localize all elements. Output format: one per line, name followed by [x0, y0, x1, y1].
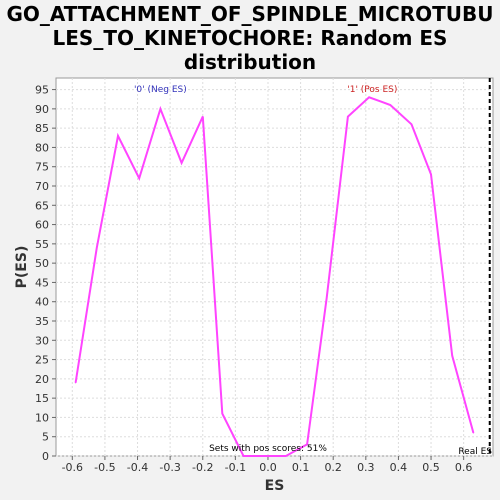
- y-tick-label: 25: [35, 354, 49, 367]
- y-tick-label: 80: [35, 141, 49, 154]
- y-tick-label: 95: [35, 84, 49, 97]
- y-tick-label: 50: [35, 257, 49, 270]
- x-tick-label: 0.1: [292, 461, 310, 474]
- axis-ticks: -0.6 -0.5 -0.4 -0.3 -0.2 -0.1 0.0 0.1 0.2 0.3 0.4 0…: [35, 84, 472, 474]
- x-tick-label: 0.4: [390, 461, 408, 474]
- data-point: [451, 355, 453, 357]
- data-point: [264, 455, 266, 457]
- x-tick-label: -0.3: [159, 461, 180, 474]
- real-es-label: Real ES: [458, 447, 492, 457]
- data-point: [430, 173, 432, 176]
- series-layer: [74, 96, 475, 457]
- y-tick-label: 30: [35, 334, 49, 347]
- chart-title-line-3: distribution: [183, 50, 317, 74]
- x-tick-label: -0.2: [192, 461, 213, 474]
- chart-title-line-1: GO_ATTACHMENT_OF_SPINDLE_MICROTUBU: [6, 2, 494, 26]
- y-tick-label: 65: [35, 199, 49, 212]
- pos-es-label: '1' (Pos ES): [347, 85, 397, 95]
- y-tick-label: 70: [35, 180, 49, 193]
- y-tick-label: 90: [35, 103, 49, 116]
- data-point: [326, 297, 328, 299]
- y-tick-label: 45: [35, 276, 49, 289]
- x-tick-label: 0.5: [422, 461, 440, 474]
- data-point: [221, 412, 223, 415]
- data-point: [117, 135, 119, 137]
- neg-es-label: '0' (Neg ES): [134, 85, 187, 95]
- x-tick-label: -0.1: [225, 461, 246, 474]
- x-tick-label: 0.2: [324, 461, 342, 474]
- data-point: [242, 455, 245, 457]
- x-tick-label: 0.6: [455, 461, 473, 474]
- x-tick-label: -0.5: [94, 461, 115, 474]
- y-tick-label: 75: [35, 161, 49, 174]
- y-tick-label: 0: [42, 450, 49, 463]
- x-axis-label: ES: [265, 478, 285, 494]
- chart-title-line-2: LES_TO_KINETOCHORE: Random ES: [52, 26, 448, 50]
- annotations: '0' (Neg ES) '1' (Pos ES) Sets with pos …: [134, 78, 492, 457]
- sets-pos-scores-text: Sets with pos scores: 51%: [209, 444, 327, 454]
- y-tick-label: 35: [35, 315, 49, 328]
- y-axis-label: P(ES): [14, 246, 30, 289]
- y-tick-label: 40: [35, 296, 49, 309]
- data-point: [180, 162, 183, 164]
- data-point: [306, 443, 308, 446]
- data-point: [410, 123, 413, 125]
- y-tick-label: 5: [42, 431, 49, 444]
- data-point: [347, 115, 349, 118]
- x-tick-label: 0.0: [259, 461, 277, 474]
- data-point: [138, 177, 140, 179]
- y-tick-label: 10: [35, 411, 49, 424]
- y-tick-label: 20: [35, 373, 49, 386]
- data-point: [202, 115, 204, 118]
- data-point: [472, 432, 475, 434]
- x-tick-label: -0.6: [62, 461, 83, 474]
- data-point: [159, 108, 161, 110]
- x-tick-label: -0.4: [127, 461, 148, 474]
- y-tick-label: 60: [35, 219, 49, 232]
- chart-title: GO_ATTACHMENT_OF_SPINDLE_MICROTUBU LES_T…: [0, 2, 500, 74]
- plot-area: [55, 77, 494, 457]
- x-tick-label: 0.3: [357, 461, 375, 474]
- y-tick-label: 15: [35, 392, 49, 405]
- y-tick-label: 85: [35, 122, 49, 135]
- es-distribution-line: [74, 96, 475, 457]
- data-point: [74, 382, 77, 384]
- data-point: [389, 104, 391, 106]
- data-point: [96, 247, 98, 249]
- data-point: [285, 455, 287, 457]
- data-point: [368, 96, 370, 98]
- y-tick-label: 55: [35, 238, 49, 251]
